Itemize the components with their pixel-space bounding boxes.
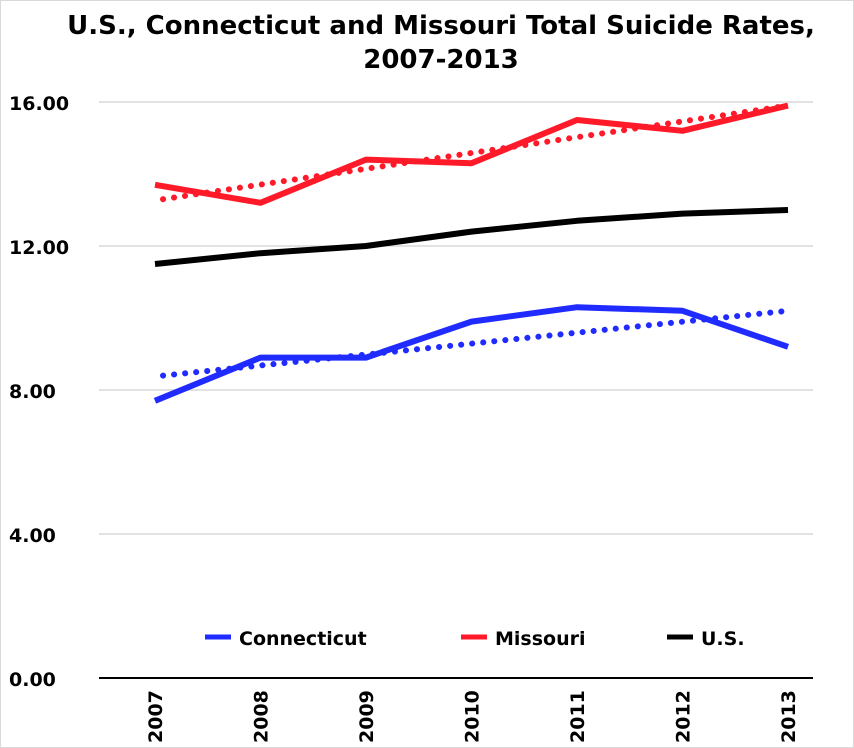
x-tick-labels: 2007 2008 2009 2010 2011 2012 2013 — [145, 690, 800, 743]
trendlines — [160, 102, 791, 379]
series-line-missouri — [154, 102, 789, 206]
x-tick-label: 2013 — [778, 690, 800, 743]
x-tick-label: 2012 — [673, 690, 695, 743]
y-tick-label: 16.00 — [9, 93, 69, 115]
series-lines — [153, 102, 789, 404]
x-tick-label: 2009 — [356, 690, 378, 743]
chart-title-line-2: 2007-2013 — [363, 45, 519, 75]
series-line-us — [154, 207, 789, 267]
y-tick-labels: 0.00 4.00 8.00 12.00 16.00 — [9, 93, 69, 691]
x-tick-label: 2011 — [567, 690, 589, 743]
legend: Connecticut Missouri U.S. — [205, 628, 745, 650]
y-tick-label: 12.00 — [9, 237, 69, 259]
y-tick-label: 0.00 — [9, 669, 56, 691]
x-tick-label: 2010 — [462, 690, 484, 743]
gridlines — [99, 101, 813, 679]
trendline-connecticut — [160, 307, 791, 379]
chart-title-line-1: U.S., Connecticut and Missouri Total Sui… — [67, 11, 815, 41]
series-line-connecticut — [153, 304, 789, 404]
legend-label: U.S. — [701, 628, 745, 650]
x-tick-label: 2008 — [251, 690, 273, 743]
chart-title: U.S., Connecticut and Missouri Total Sui… — [61, 9, 821, 77]
y-tick-label: 8.00 — [9, 381, 56, 403]
trendline-missouri — [160, 102, 791, 203]
legend-label: Missouri — [495, 628, 586, 650]
y-tick-label: 4.00 — [9, 525, 56, 547]
legend-label: Connecticut — [239, 628, 367, 650]
x-tick-label: 2007 — [145, 690, 167, 743]
